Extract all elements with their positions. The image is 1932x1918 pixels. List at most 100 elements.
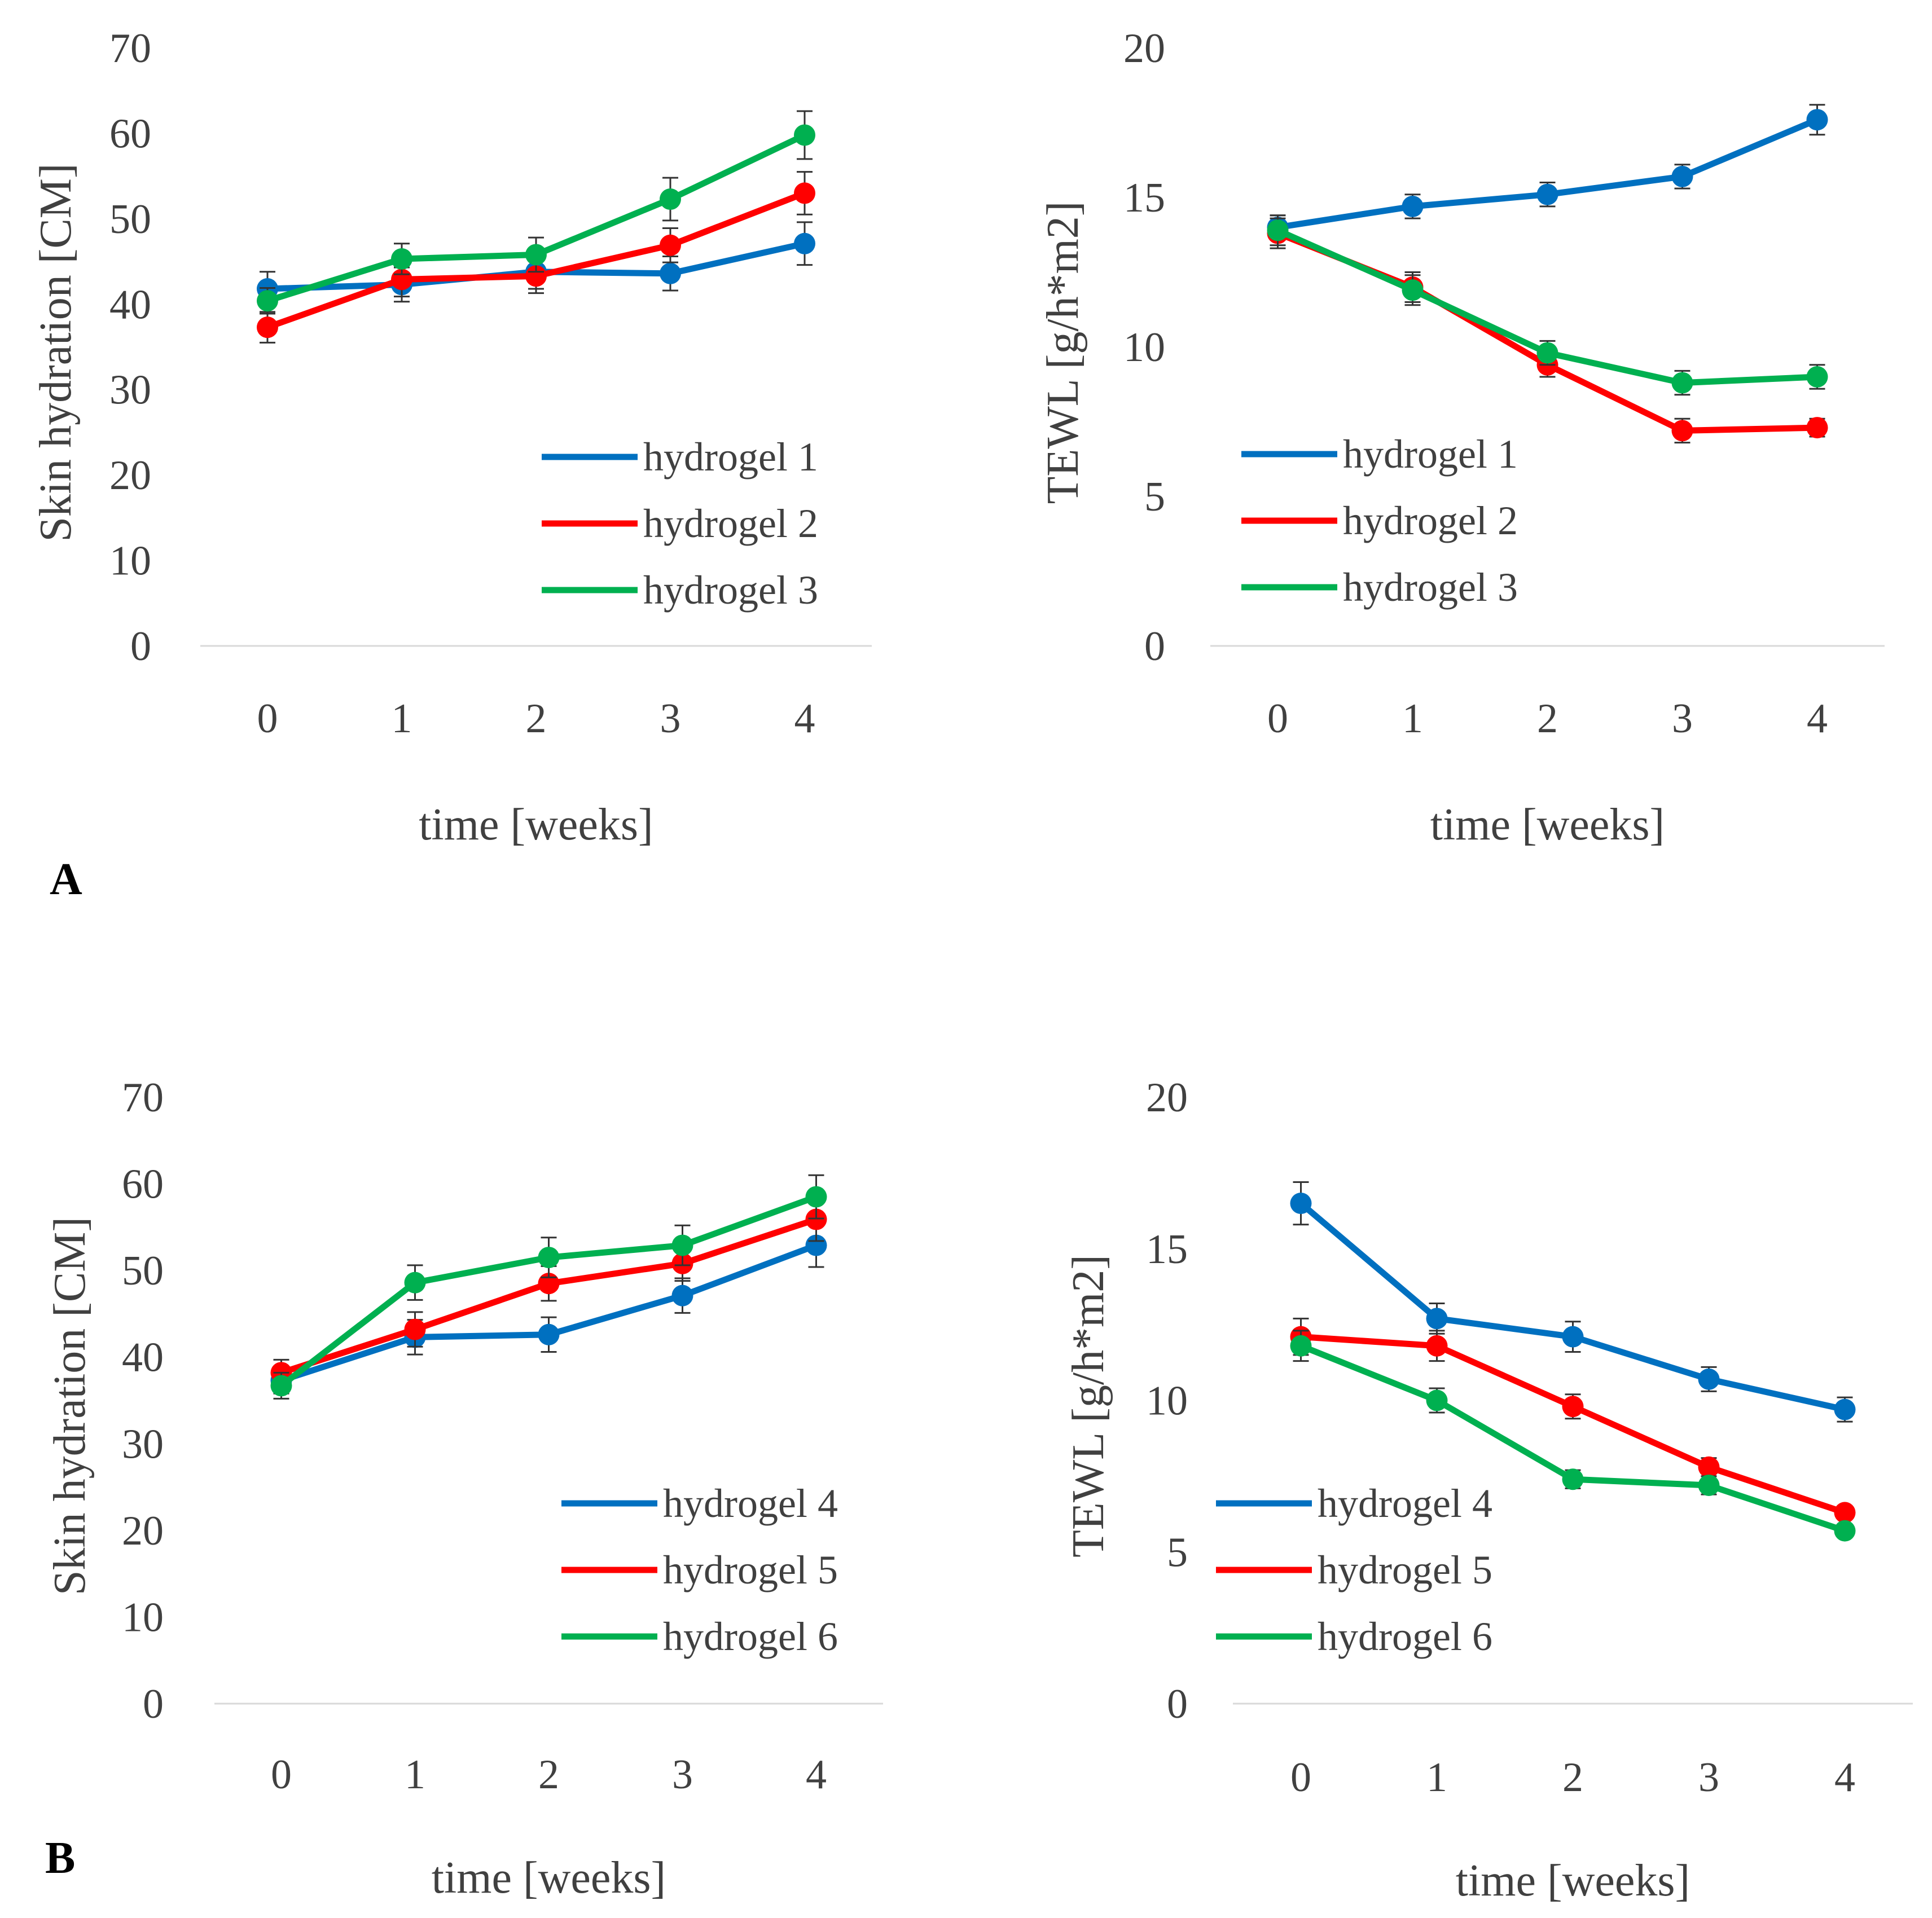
x-tick-label: 4 [1807, 696, 1828, 742]
y-axis-label: Skin hydration [CM] [31, 163, 81, 542]
data-point [794, 124, 815, 146]
y-tick-label: 70 [122, 1075, 164, 1121]
data-point [391, 248, 412, 270]
legend-label: hydrogel 2 [643, 501, 818, 546]
y-axis-label: Skin hydration [CM] [45, 1217, 95, 1595]
y-tick-label: 50 [122, 1248, 164, 1294]
y-tick-label: 20 [1146, 1075, 1188, 1121]
x-tick-label: 1 [1402, 696, 1423, 742]
legend-label: hydrogel 1 [1343, 432, 1518, 477]
data-point [525, 244, 547, 266]
legend-label: hydrogel 3 [1343, 565, 1518, 610]
chart-4: 0 5 10 15 20 0 1 2 3 4 time [weeks] TEWL [g/h*m2] hy… [1064, 1075, 1913, 1906]
x-tick-label: 3 [660, 696, 681, 742]
y-tick-label: 30 [109, 367, 151, 413]
data-point [671, 1284, 693, 1306]
legend-label: hydrogel 5 [1318, 1547, 1492, 1593]
data-point [1426, 1335, 1448, 1357]
data-point [270, 1375, 292, 1397]
series-hydrogel-3 [257, 110, 815, 315]
data-point [794, 232, 815, 254]
y-axis-label: TEWL [g/h*m2] [1038, 201, 1088, 504]
data-point [805, 1234, 827, 1256]
y-tick-label: 5 [1167, 1529, 1188, 1576]
data-point [1671, 420, 1693, 442]
data-point [257, 316, 278, 338]
data-point [1834, 1520, 1856, 1542]
data-point [1536, 342, 1558, 364]
x-tick-label: 1 [1426, 1754, 1447, 1801]
y-tick-label: 0 [143, 1681, 164, 1727]
series-hydrogel-4 [1290, 1181, 1856, 1423]
x-axis-label: time [weeks] [1456, 1856, 1690, 1906]
data-point [1698, 1475, 1720, 1496]
data-point [1402, 195, 1424, 217]
series-hydrogel-1 [1267, 104, 1828, 240]
chart-2: 0 5 10 15 20 0 1 2 3 4 time [weeks] TEWL [g/h*m2] hy… [1038, 25, 1885, 850]
data-point [538, 1247, 560, 1269]
data-point [404, 1318, 426, 1340]
data-point [1562, 1468, 1584, 1490]
y-tick-label: 10 [109, 538, 151, 584]
legend-label: hydrogel 6 [663, 1614, 838, 1659]
data-point [671, 1234, 693, 1256]
x-tick-label: 0 [1267, 696, 1288, 742]
x-tick-label: 0 [257, 696, 278, 742]
data-point [1834, 1398, 1856, 1420]
series-hydrogel-6 [1290, 1330, 1856, 1542]
legend-label: hydrogel 6 [1318, 1614, 1492, 1659]
legend-label: hydrogel 4 [1318, 1481, 1492, 1526]
panel-label-a: A [50, 855, 82, 904]
data-point [1290, 1335, 1312, 1357]
data-point [1290, 1193, 1312, 1215]
y-tick-label: 70 [109, 25, 151, 72]
data-point [1426, 1389, 1448, 1411]
x-tick-label: 3 [1672, 696, 1693, 742]
x-tick-label: 2 [526, 696, 547, 742]
x-axis-label: time [weeks] [419, 800, 653, 850]
y-tick-label: 40 [109, 281, 151, 328]
legend-label: hydrogel 1 [643, 434, 818, 480]
y-tick-label: 5 [1144, 474, 1165, 520]
y-tick-label: 10 [1146, 1378, 1188, 1424]
x-tick-label: 2 [538, 1752, 559, 1798]
data-point [1806, 366, 1828, 388]
y-tick-label: 20 [122, 1508, 164, 1554]
y-tick-label: 30 [122, 1421, 164, 1467]
legend-label: hydrogel 5 [663, 1547, 838, 1593]
data-point [1834, 1502, 1856, 1524]
y-tick-label: 0 [1144, 623, 1165, 670]
y-tick-label: 20 [109, 452, 151, 499]
y-tick-label: 15 [1123, 175, 1165, 221]
y-tick-label: 0 [130, 623, 151, 670]
x-tick-label: 0 [271, 1752, 292, 1798]
legend-label: hydrogel 4 [663, 1481, 838, 1526]
series-hydrogel-3 [1267, 214, 1828, 396]
x-tick-label: 3 [672, 1752, 693, 1798]
series-hydrogel-2 [257, 171, 815, 344]
y-tick-label: 50 [109, 196, 151, 243]
data-point [1698, 1456, 1720, 1478]
data-point [660, 188, 681, 210]
data-point [1562, 1396, 1584, 1418]
x-tick-label: 3 [1698, 1754, 1719, 1801]
data-point [257, 290, 278, 312]
x-tick-label: 4 [1834, 1754, 1855, 1801]
data-point [404, 1272, 426, 1294]
data-point [525, 265, 547, 287]
legend-label: hydrogel 3 [643, 568, 818, 613]
x-tick-label: 2 [1537, 696, 1558, 742]
y-tick-label: 10 [1123, 324, 1165, 371]
x-tick-label: 0 [1290, 1754, 1311, 1801]
data-point [660, 262, 681, 284]
series-hydrogel-6 [270, 1174, 827, 1400]
y-tick-label: 60 [109, 111, 151, 157]
x-tick-label: 1 [405, 1752, 425, 1798]
y-tick-label: 0 [1167, 1681, 1188, 1727]
data-point [1426, 1308, 1448, 1330]
data-point [1671, 165, 1693, 187]
data-point [794, 182, 815, 204]
x-axis-label: time [weeks] [432, 1853, 666, 1903]
